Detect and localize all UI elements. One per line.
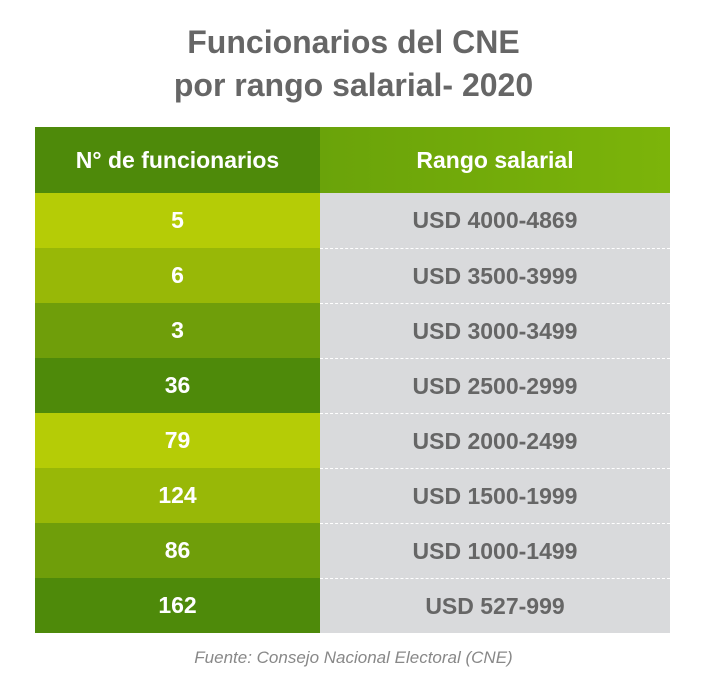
count-cell: 86 [35,523,320,578]
range-cell: USD 1500-1999 [320,468,670,523]
range-cell: USD 2000-2499 [320,413,670,468]
source-note: Fuente: Consejo Nacional Electoral (CNE) [194,648,513,667]
count-cell: 6 [35,248,320,303]
table-row: 3 USD 3000-3499 [35,303,670,358]
title-line: por rango salarial- 2020 [173,67,534,103]
range-cell: USD 4000-4869 [320,193,670,248]
table-row: 6 USD 3500-3999 [35,248,670,303]
table-row: 162 USD 527-999 [35,578,670,633]
header-row: N° de funcionarios Rango salarial [35,127,670,193]
count-cell: 36 [35,358,320,413]
count-cell: 79 [35,413,320,468]
title-line: Funcionarios del CNE [187,24,520,60]
range-cell: USD 1000-1499 [320,523,670,578]
table-row: 124 USD 1500-1999 [35,468,670,523]
range-cell: USD 2500-2999 [320,358,670,413]
table-row: 86 USD 1000-1499 [35,523,670,578]
count-cell: 5 [35,193,320,248]
table-row: 79 USD 2000-2499 [35,413,670,468]
range-cell: USD 527-999 [320,578,670,633]
table: N° de funcionarios Rango salarial 5 USD 4… [35,127,670,633]
range-cell: USD 3500-3999 [320,248,670,303]
table-row: 5 USD 4000-4869 [35,193,670,248]
count-cell: 162 [35,578,320,633]
table-row: 36 USD 2500-2999 [35,358,670,413]
column-header: Rango salarial [320,127,670,193]
count-cell: 3 [35,303,320,358]
count-cell: 124 [35,468,320,523]
column-header: N° de funcionarios [35,127,320,193]
range-cell: USD 3000-3499 [320,303,670,358]
